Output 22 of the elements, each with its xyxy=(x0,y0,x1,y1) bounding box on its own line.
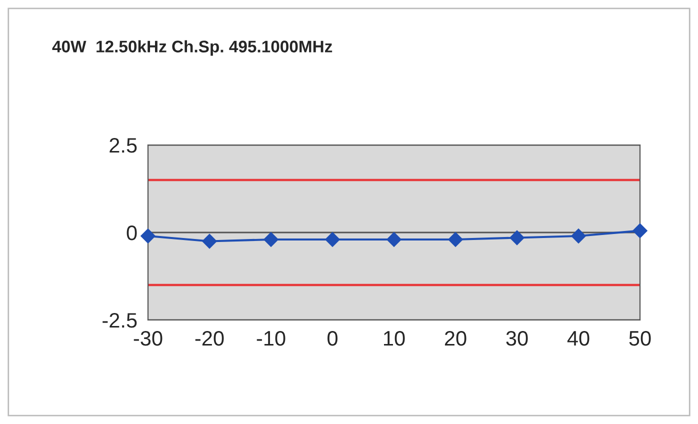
y-tick-label: 0 xyxy=(126,226,137,240)
point xyxy=(448,232,463,247)
x-tick-label: 50 xyxy=(629,330,651,346)
x-tick-label: 10 xyxy=(384,330,405,346)
point xyxy=(571,228,586,244)
x-tick-label: 30 xyxy=(506,330,528,346)
chart-title: 40W 12.50kHz Ch.Sp. 495.1000MHz xyxy=(52,40,332,56)
point xyxy=(202,234,217,249)
point xyxy=(510,230,524,246)
x-tick-label: -10 xyxy=(256,330,286,346)
point xyxy=(386,232,402,247)
y-tick-label: 2.5 xyxy=(110,138,137,153)
x-tick-label: -20 xyxy=(195,330,224,346)
x-tick-label: 40 xyxy=(567,330,590,346)
point xyxy=(325,232,340,247)
point xyxy=(140,228,156,244)
point xyxy=(632,223,648,238)
x-tick-label: -30 xyxy=(134,330,162,346)
x-tick-label: 0 xyxy=(328,330,338,346)
point xyxy=(264,232,278,247)
x-tick-label: 20 xyxy=(444,330,466,346)
y-tick-label: -2.5 xyxy=(102,313,137,328)
